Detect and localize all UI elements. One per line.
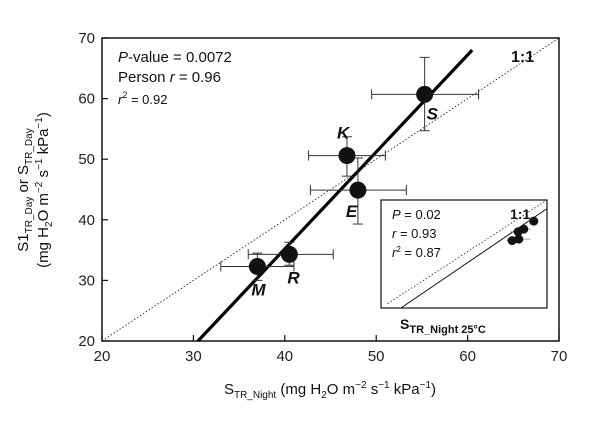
r-squared-text: r2 = 0.92 — [118, 90, 167, 107]
data-point-e — [349, 181, 367, 199]
y-tick-label: 50 — [78, 151, 95, 168]
point-label-k: K — [337, 124, 351, 143]
inset-one-to-one-line — [387, 199, 548, 305]
y-tick-label: 60 — [78, 91, 95, 108]
x-tick-label: 20 — [94, 348, 111, 365]
inset-one-to-one-label: 1:1 — [510, 206, 530, 222]
inset-r-text: r = 0.93 — [392, 226, 436, 241]
x-tick-label: 70 — [551, 348, 568, 365]
y-tick-label: 20 — [78, 333, 95, 350]
x-tick-label: 60 — [459, 348, 476, 365]
y-tick-label: 40 — [78, 212, 95, 229]
point-label-r: R — [287, 268, 300, 287]
x-tick-label: 40 — [276, 348, 293, 365]
inset-data-point — [513, 227, 523, 237]
point-label-e: E — [346, 202, 358, 221]
inset-data-points — [507, 216, 539, 246]
data-point-k — [338, 147, 356, 165]
y-axis-ticks: 20 30 40 50 60 70 — [78, 30, 108, 350]
inset-r-squared-text: r2 = 0.87 — [392, 245, 441, 260]
one-to-one-label: 1:1 — [511, 49, 534, 66]
x-tick-label: 50 — [368, 348, 385, 365]
point-label-s: S — [427, 104, 439, 123]
x-axis-ticks: 20 30 40 50 60 70 — [94, 335, 568, 365]
inset-data-point — [507, 236, 517, 246]
p-value-text: P-value = 0.0072 — [118, 49, 232, 66]
y-axis-label-line1: S1TR_Day or STR_Day — [15, 128, 35, 251]
data-point-m — [248, 257, 266, 275]
point-label-m: M — [251, 280, 266, 299]
data-point-s — [416, 85, 434, 103]
x-axis-label: STR_Night (mg H2O m−2 s−1 kPa−1) — [224, 380, 436, 401]
inset-p-text: P = 0.02 — [392, 207, 441, 222]
data-point-r — [280, 245, 298, 263]
main-data-points — [248, 85, 434, 275]
y-tick-label: 30 — [78, 272, 95, 289]
y-axis-label-line2: (mg H2O m−2 s−1 kPa−1) — [34, 112, 55, 268]
inset-data-point — [529, 216, 539, 226]
plot-frame — [101, 37, 560, 342]
inset-title: STR_Night 25°C — [400, 316, 486, 336]
y-tick-label: 70 — [78, 30, 95, 47]
main-point-labels: S K E M R — [251, 104, 438, 299]
pearson-r-text: Person r = 0.96 — [118, 69, 221, 86]
x-tick-label: 30 — [185, 348, 202, 365]
one-to-one-line — [101, 37, 560, 342]
